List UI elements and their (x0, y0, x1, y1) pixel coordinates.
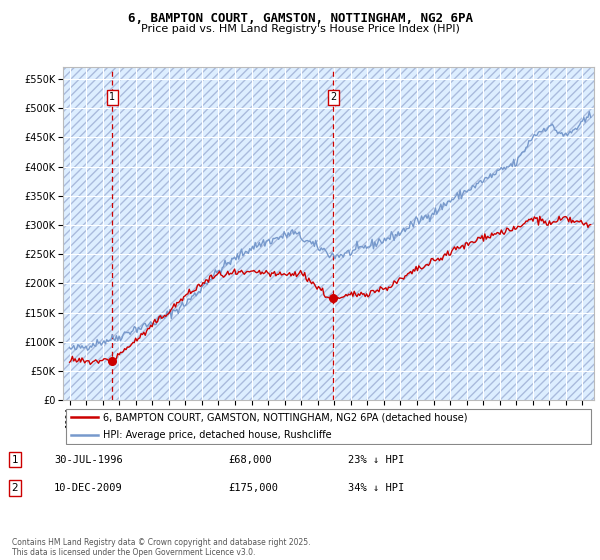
Text: £175,000: £175,000 (228, 483, 278, 493)
Text: 30-JUL-1996: 30-JUL-1996 (54, 455, 123, 465)
Text: 1: 1 (11, 455, 19, 465)
Text: 2: 2 (11, 483, 19, 493)
Text: HPI: Average price, detached house, Rushcliffe: HPI: Average price, detached house, Rush… (103, 430, 331, 440)
Text: Price paid vs. HM Land Registry's House Price Index (HPI): Price paid vs. HM Land Registry's House … (140, 24, 460, 34)
Text: 23% ↓ HPI: 23% ↓ HPI (348, 455, 404, 465)
Text: 6, BAMPTON COURT, GAMSTON, NOTTINGHAM, NG2 6PA: 6, BAMPTON COURT, GAMSTON, NOTTINGHAM, N… (128, 12, 473, 25)
Text: 2: 2 (330, 92, 337, 102)
Text: 10-DEC-2009: 10-DEC-2009 (54, 483, 123, 493)
Text: 6, BAMPTON COURT, GAMSTON, NOTTINGHAM, NG2 6PA (detached house): 6, BAMPTON COURT, GAMSTON, NOTTINGHAM, N… (103, 412, 467, 422)
Text: 34% ↓ HPI: 34% ↓ HPI (348, 483, 404, 493)
Text: £68,000: £68,000 (228, 455, 272, 465)
Text: 1: 1 (109, 92, 115, 102)
Text: Contains HM Land Registry data © Crown copyright and database right 2025.
This d: Contains HM Land Registry data © Crown c… (12, 538, 311, 557)
FancyBboxPatch shape (65, 409, 592, 444)
